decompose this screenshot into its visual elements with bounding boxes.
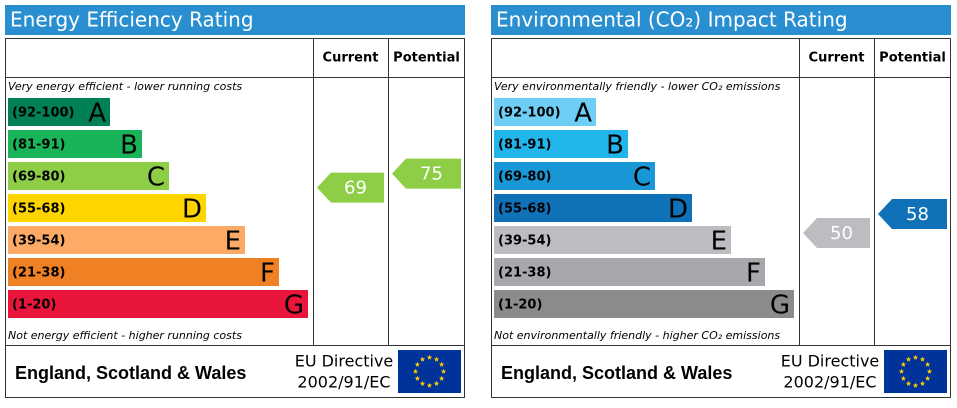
band-letter: E bbox=[711, 227, 727, 257]
band-range: (21-38) bbox=[12, 266, 65, 281]
band-letter: G bbox=[284, 291, 304, 321]
band-range: (1-20) bbox=[12, 298, 56, 313]
rating-panel: Environmental (CO₂) Impact Rating Current… bbox=[491, 5, 951, 398]
column-header: Current bbox=[809, 51, 865, 66]
flag-star bbox=[414, 375, 421, 381]
rating-arrow bbox=[392, 158, 461, 189]
footer-code: 2002/91/EC bbox=[783, 373, 876, 392]
band-bar bbox=[494, 162, 655, 190]
bottom-note: Not energy efficient - higher running co… bbox=[8, 329, 242, 342]
flag-star bbox=[912, 354, 919, 360]
band-letter: F bbox=[746, 259, 761, 289]
band-letter: C bbox=[147, 163, 165, 193]
panel-box bbox=[491, 38, 951, 398]
band-bar bbox=[8, 130, 142, 158]
flag-star bbox=[433, 380, 440, 386]
band-bar bbox=[494, 194, 692, 222]
flag-star bbox=[905, 356, 912, 362]
flag-star bbox=[900, 375, 907, 381]
flag-star bbox=[905, 380, 912, 386]
flag-star bbox=[419, 380, 426, 386]
panel-title: Environmental (CO₂) Impact Rating bbox=[496, 8, 848, 32]
band-letter: G bbox=[770, 291, 790, 321]
rating-value: 69 bbox=[344, 178, 367, 199]
flag-star bbox=[419, 356, 426, 362]
band-bar bbox=[494, 226, 731, 254]
rating-arrow bbox=[803, 218, 870, 248]
panel-title: Energy Efficiency Rating bbox=[10, 8, 254, 32]
flag-star bbox=[919, 356, 926, 362]
top-note: Very environmentally friendly - lower CO… bbox=[494, 80, 781, 93]
band-range: (92-100) bbox=[498, 106, 561, 121]
band-letter: A bbox=[88, 99, 106, 129]
band-bar bbox=[8, 258, 279, 286]
title-bar bbox=[5, 5, 465, 35]
band-range: (39-54) bbox=[498, 234, 551, 249]
band-letter: A bbox=[574, 99, 592, 129]
flag-star bbox=[924, 375, 931, 381]
flag-star bbox=[438, 361, 445, 367]
column-header: Potential bbox=[879, 51, 946, 66]
column-header: Potential bbox=[393, 51, 460, 66]
band-bar bbox=[494, 130, 628, 158]
rating-value: 50 bbox=[830, 223, 853, 244]
flag-star bbox=[912, 382, 919, 388]
band-letter: C bbox=[633, 163, 651, 193]
band-range: (21-38) bbox=[498, 266, 551, 281]
flag-star bbox=[926, 368, 933, 374]
flag-star bbox=[898, 368, 905, 374]
band-bar bbox=[8, 290, 308, 318]
band-letter: D bbox=[668, 195, 688, 225]
flag-star bbox=[900, 361, 907, 367]
flag-star bbox=[414, 361, 421, 367]
title-bar bbox=[491, 5, 951, 35]
rating-panel: Energy Efficiency Rating Current Potential… bbox=[5, 5, 465, 398]
band-range: (81-91) bbox=[498, 138, 551, 153]
flag-star bbox=[919, 380, 926, 386]
flag-star bbox=[412, 368, 419, 374]
band-range: (55-68) bbox=[12, 202, 65, 217]
footer-code: 2002/91/EC bbox=[297, 373, 390, 392]
band-range: (39-54) bbox=[12, 234, 65, 249]
band-letter: E bbox=[225, 227, 241, 257]
band-bar bbox=[8, 226, 245, 254]
flag-star bbox=[426, 354, 433, 360]
footer-directive: EU Directive bbox=[781, 352, 880, 371]
column-header: Current bbox=[323, 51, 379, 66]
band-range: (1-20) bbox=[498, 298, 542, 313]
band-range: (81-91) bbox=[12, 138, 65, 153]
band-bar bbox=[494, 98, 596, 126]
band-letter: B bbox=[120, 131, 138, 161]
band-range: (55-68) bbox=[498, 202, 551, 217]
rating-arrow bbox=[317, 172, 384, 203]
band-bar bbox=[8, 162, 169, 190]
flag-star bbox=[440, 368, 447, 374]
footer-region: England, Scotland & Wales bbox=[15, 363, 246, 383]
flag-star bbox=[433, 356, 440, 362]
band-bar bbox=[494, 290, 794, 318]
band-range: (69-80) bbox=[498, 170, 551, 185]
top-note: Very energy efficient - lower running co… bbox=[8, 80, 242, 93]
flag-star bbox=[426, 382, 433, 388]
band-letter: D bbox=[182, 195, 202, 225]
band-letter: F bbox=[260, 259, 275, 289]
rating-value: 75 bbox=[420, 164, 443, 185]
bottom-note: Not environmentally friendly - higher CO… bbox=[494, 329, 780, 342]
footer-region: England, Scotland & Wales bbox=[501, 363, 732, 383]
band-letter: B bbox=[606, 131, 624, 161]
band-range: (69-80) bbox=[12, 170, 65, 185]
band-bar bbox=[8, 98, 110, 126]
footer-directive: EU Directive bbox=[295, 352, 394, 371]
band-range: (92-100) bbox=[12, 106, 75, 121]
flag-star bbox=[924, 361, 931, 367]
band-bar bbox=[8, 194, 206, 222]
rating-arrow bbox=[878, 199, 947, 229]
band-bar bbox=[494, 258, 765, 286]
panel-box bbox=[5, 38, 465, 398]
flag-star bbox=[438, 375, 445, 381]
rating-value: 58 bbox=[906, 204, 929, 225]
